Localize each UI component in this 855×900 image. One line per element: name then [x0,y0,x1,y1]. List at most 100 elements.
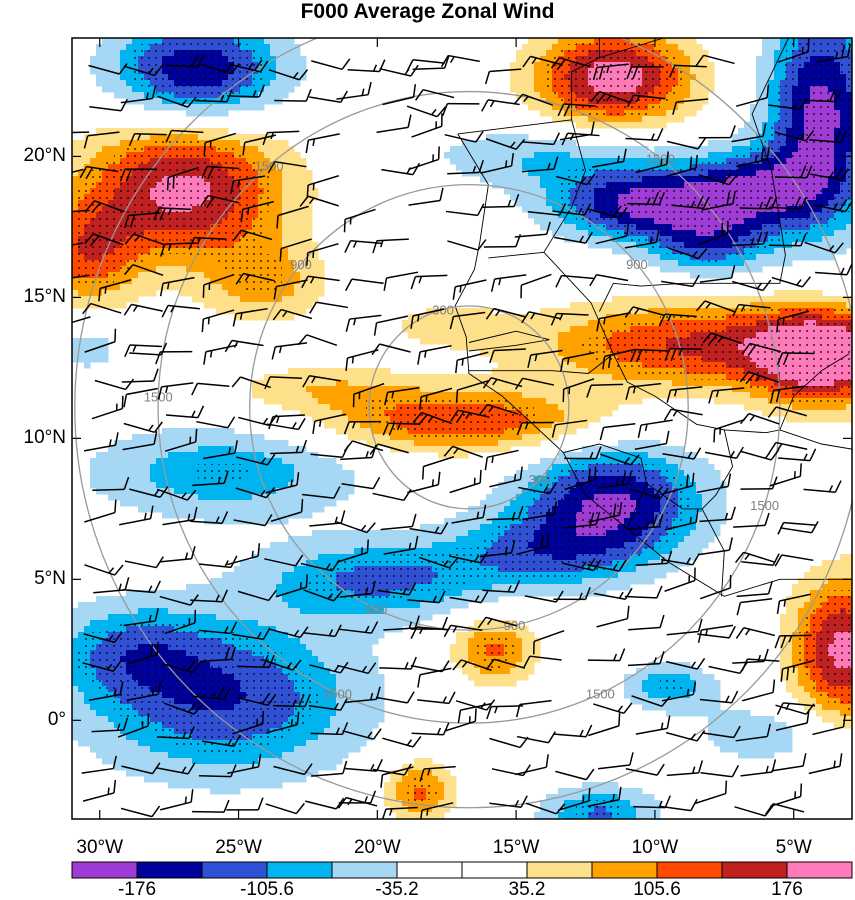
wind-barb [482,193,520,208]
wind-barb [309,510,346,527]
wind-barb [695,54,735,67]
wind-barb [303,624,342,638]
wind-barb [409,522,449,535]
border-line [468,251,614,374]
wind-barb [227,753,262,775]
wind-barb [418,556,459,569]
wind-barb [452,279,487,300]
wind-barb [84,328,117,353]
wind-barb [306,175,339,199]
wind-barb [93,577,130,594]
wind-barb [379,656,417,670]
wind-barb [381,806,418,819]
colorbar-swatch [331,861,398,879]
wind-barb [704,446,744,460]
wind-barb [420,802,454,819]
wind-barb [123,64,164,77]
wind-barb [593,702,633,715]
wind-barb [92,476,130,491]
wind-barb [695,780,728,805]
wind-barb [771,753,807,772]
wind-barb [309,90,348,103]
wind-barb [489,736,529,749]
wind-barb [774,165,813,179]
wind-barb [122,580,162,594]
wind-barb [669,64,707,78]
wind-barb [658,313,697,327]
wind-barb [661,681,697,702]
wind-barb [631,695,671,707]
wind-barb [83,432,119,452]
wind-barb [741,658,780,672]
wind-barb [124,556,164,569]
wind-barb [664,567,696,592]
wind-barb [299,195,339,207]
wind-barb [635,715,671,735]
wind-barb [741,553,780,567]
wind-barb [126,681,162,702]
lon-label: 25°W [215,837,262,858]
wind-barb [381,162,421,176]
wind-barb [72,316,91,324]
wind-barb [88,681,124,701]
wind-barb [415,88,455,101]
wind-barb [202,273,235,298]
wind-barb [518,482,558,495]
wind-barb [482,376,523,389]
wind-barbs [72,38,852,819]
wind-barb [779,521,819,534]
wind-barb [337,662,377,675]
wind-barb [270,439,308,455]
wind-barb [443,445,484,458]
wind-barb [377,583,417,596]
wind-barb [301,275,340,289]
range-ring-label: 1500 [323,687,352,702]
wind-barb [736,581,773,598]
colorbar-swatch [136,861,203,879]
range-ring [249,183,689,631]
wind-barb [562,378,595,403]
wind-barb [769,385,806,404]
wind-barb [372,763,412,776]
wind-barb [665,729,706,742]
wind-barb [235,272,275,285]
wind-barb [82,660,122,672]
wind-barb [490,274,527,292]
wind-barb [627,192,665,206]
wind-barb [192,470,229,487]
wind-barb [264,554,304,567]
border-line [779,429,852,450]
lon-label: 10°W [631,837,679,858]
wind-barb [123,263,164,277]
wind-barb [336,539,369,563]
wind-barb [596,605,630,628]
wind-barb [156,762,196,775]
wind-barb [479,540,516,558]
range-ring-label: 1500 [646,152,675,167]
wind-barb [375,691,415,704]
wind-barb [768,233,807,247]
colorbar-swatch [461,861,528,879]
wind-barb [275,574,308,598]
wind-barb [384,386,420,406]
wind-barb [444,708,477,732]
axis-ticks [72,38,852,819]
wind-barb [192,799,230,813]
wind-barb [408,146,440,171]
wind-barb [155,350,193,365]
wind-barb [587,559,627,572]
wind-barb [767,406,808,418]
lon-label: 20°W [353,837,401,858]
wind-barb [776,702,816,715]
wind-barb [740,449,780,461]
wind-barb [777,38,810,63]
wind-barb [732,648,769,664]
wind-barb [697,626,736,639]
wind-barb [382,735,422,748]
wind-barb [196,416,236,429]
wind-barb [343,440,384,452]
wind-barb [732,279,772,292]
wind-barb [665,657,706,670]
